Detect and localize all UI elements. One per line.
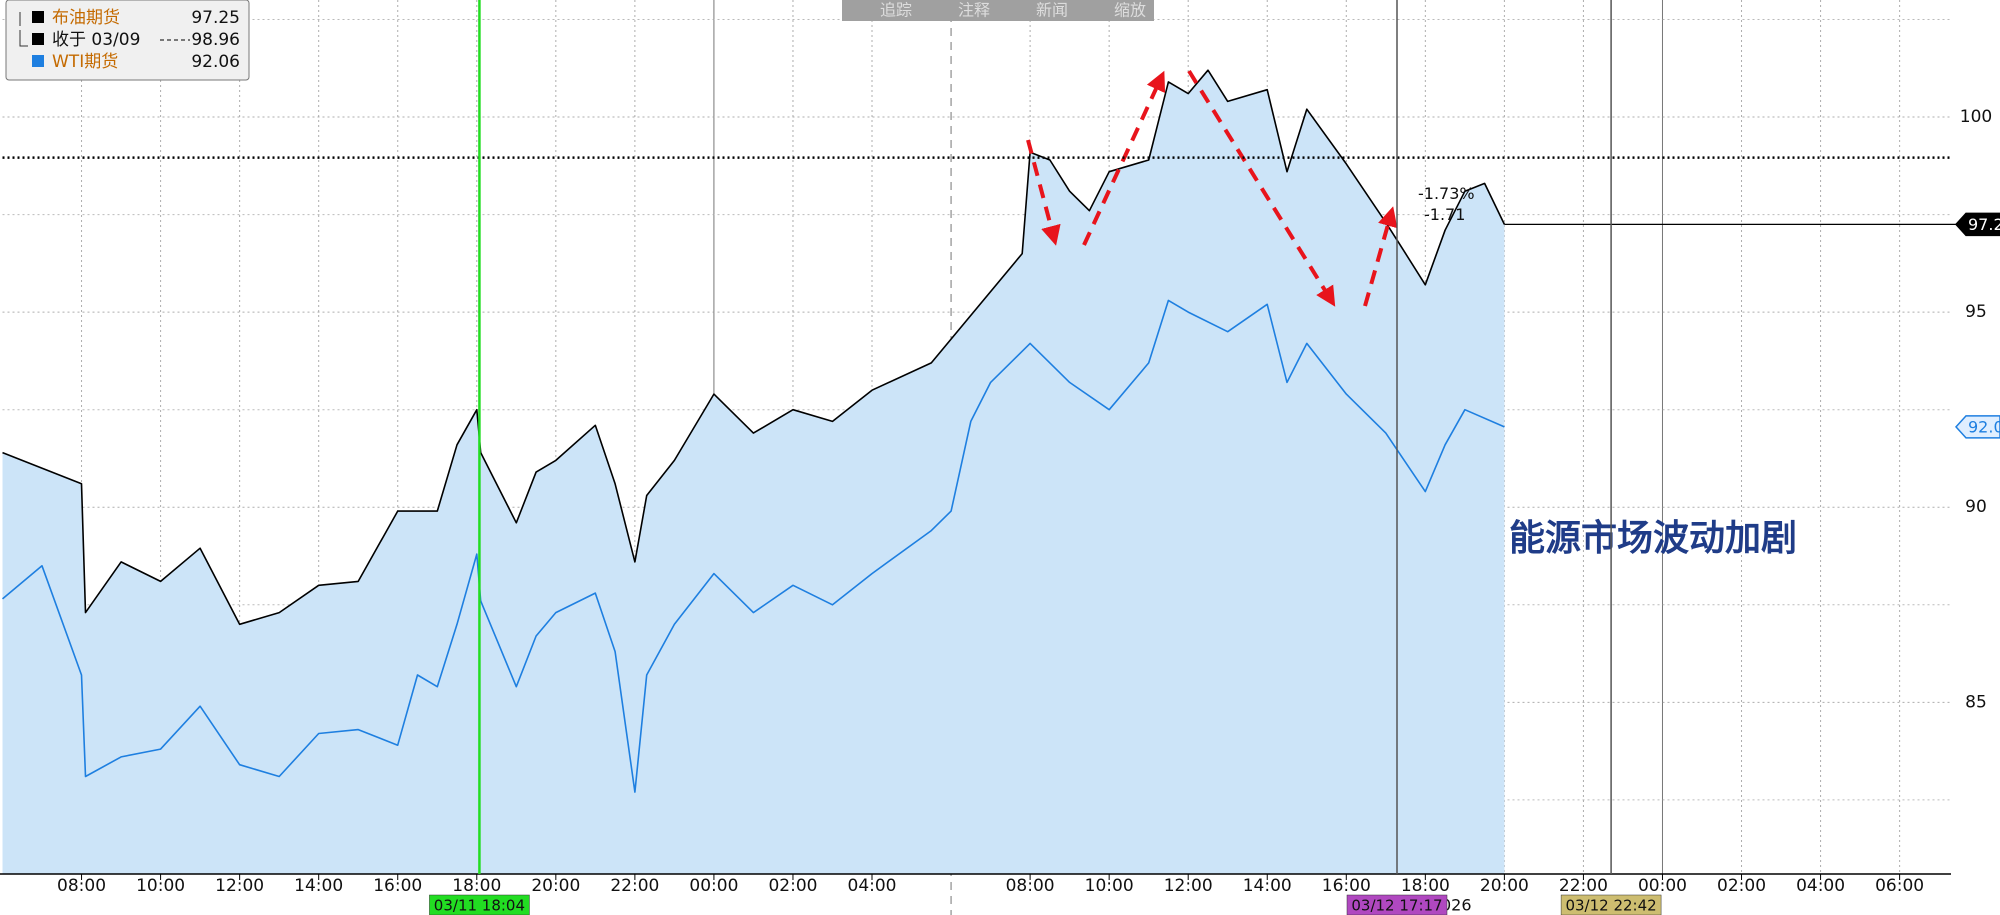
x-tick-label: 00:00 (1638, 876, 1687, 896)
x-tick-label: 16:00 (373, 876, 422, 896)
marker-label: 03/11 18:04 (434, 897, 525, 915)
legend-swatch (32, 11, 44, 23)
trend-arrows (1026, 69, 1398, 307)
legend-label: WTI期货 (52, 52, 118, 72)
y-tick-label: 100 (1960, 107, 1992, 127)
x-axis-fragment: 026 (1441, 896, 1472, 915)
x-tick-label: 18:00 (452, 876, 501, 896)
x-tick-label: 00:00 (689, 876, 738, 896)
x-tick-label: 22:00 (1559, 876, 1608, 896)
arrow (1082, 70, 1166, 246)
x-tick-label: 12:00 (1164, 876, 1213, 896)
price-tag (1954, 415, 2000, 439)
marker-tag (1560, 894, 1662, 915)
price-tag (1954, 212, 2000, 237)
toolbar: 追踪 注释 新闻 缩放 (842, 0, 1154, 21)
toolbar-bg (842, 0, 1154, 21)
x-tick-label: 02:00 (1717, 876, 1766, 896)
x-tick-label: 04:00 (1796, 876, 1845, 896)
x-tick-label: 10:00 (136, 876, 185, 896)
legend-value: 98.96 (191, 30, 240, 50)
plot (1, 69, 1506, 874)
x-tick-label: 02:00 (768, 876, 817, 896)
x-tick-label: 08:00 (1006, 876, 1055, 896)
marker-label: 03/12 17:17 (1351, 897, 1442, 915)
x-tick-label: 14:00 (1243, 876, 1292, 896)
legend-swatch (32, 55, 44, 67)
toolbar-item[interactable]: 缩放 (1114, 1, 1146, 20)
x-tick-label: 16:00 (1322, 876, 1371, 896)
legend-label: 收于 03/09 (52, 30, 140, 50)
x-tick-label: 10:00 (1085, 876, 1134, 896)
series-line (2, 69, 1506, 626)
legend-swatch (32, 33, 44, 45)
series-line (1, 299, 1505, 793)
toolbar-item[interactable]: 新闻 (1036, 1, 1068, 20)
y-tick-label: 85 (1965, 692, 1987, 712)
toolbar-item[interactable]: 注释 (958, 1, 990, 20)
change-label: -1.71 (1424, 205, 1465, 224)
y-tick-label: 95 (1965, 302, 1987, 322)
legend: 布油期货 97.25 收于 03/09 98.96 WTI期货 92.06 (5, 0, 250, 81)
x-tick-label: 20:00 (1480, 876, 1529, 896)
annotation: 能源市场波动加剧 (1509, 518, 1797, 559)
change-label: -1.73% (1418, 184, 1475, 203)
x-tick-label: 20:00 (531, 876, 580, 896)
legend-tree (19, 12, 28, 47)
area-fill (2, 70, 1505, 874)
arrow (1363, 206, 1398, 307)
x-tick-label: 12:00 (215, 876, 264, 896)
legend-value: 92.06 (191, 52, 240, 72)
legend-value: 97.25 (191, 8, 240, 28)
marker-label: 03/12 22:42 (1565, 897, 1656, 915)
legend-box (5, 0, 250, 81)
x-tick-label: 08:00 (57, 876, 106, 896)
marker-tag (429, 894, 530, 915)
legend-label: 布油期货 (52, 8, 120, 28)
arrow (1026, 139, 1061, 246)
marker-tag (1346, 894, 1448, 915)
price-tag-label: 97.25 (1968, 215, 2000, 234)
toolbar-item[interactable]: 追踪 (880, 1, 912, 20)
x-tick-label: 18:00 (1401, 876, 1450, 896)
x-tick-label: 14:00 (294, 876, 343, 896)
y-tick-label: 90 (1965, 497, 1987, 517)
x-tick-label: 06:00 (1875, 876, 1924, 896)
x-tick-label: 22:00 (610, 876, 659, 896)
price-tag-label: 92.06 (1968, 417, 2000, 436)
x-tick-label: 04:00 (848, 876, 897, 896)
